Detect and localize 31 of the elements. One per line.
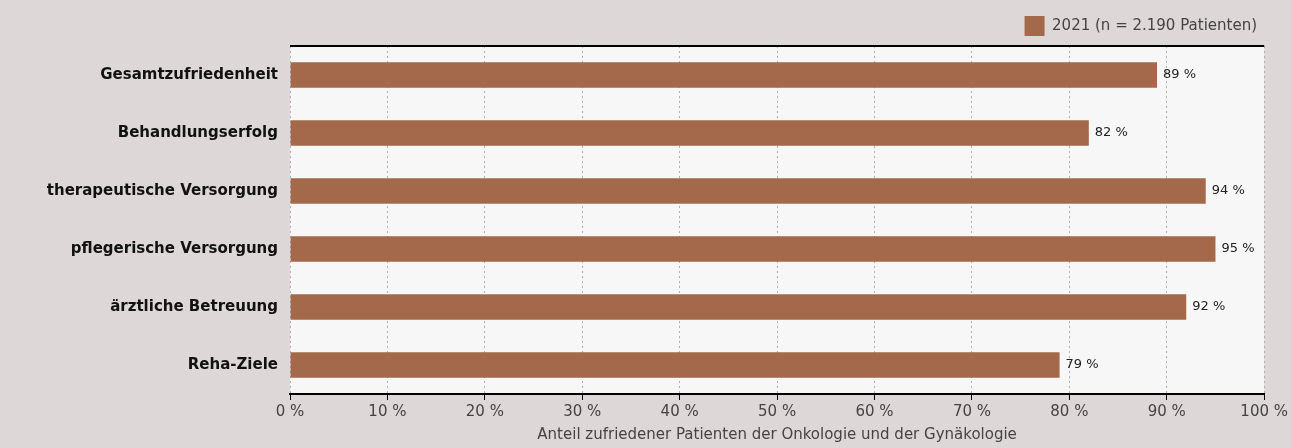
y-tick-label: Behandlungserfolg bbox=[117, 122, 278, 141]
bar bbox=[290, 62, 1158, 88]
legend-label: 2021 (n = 2.190 Patienten) bbox=[1052, 15, 1258, 34]
x-tick-label: 50 % bbox=[758, 401, 797, 420]
bar bbox=[290, 178, 1206, 204]
x-tick-label: 80 % bbox=[1050, 401, 1089, 420]
x-tick-label: 30 % bbox=[563, 401, 602, 420]
x-tick-label: 70 % bbox=[952, 401, 991, 420]
x-tick-label: 60 % bbox=[855, 401, 894, 420]
x-tick-label: 20 % bbox=[465, 401, 504, 420]
x-tick-label: 90 % bbox=[1147, 401, 1186, 420]
data-label: 92 % bbox=[1192, 298, 1226, 314]
x-tick-label: 0 % bbox=[275, 401, 305, 420]
data-label: 95 % bbox=[1221, 240, 1255, 256]
y-tick-label: ärztliche Betreuung bbox=[110, 296, 278, 315]
y-tick-label: therapeutische Versorgung bbox=[46, 180, 278, 199]
bar bbox=[290, 352, 1060, 378]
data-label: 89 % bbox=[1163, 66, 1197, 82]
x-tick-label: 40 % bbox=[660, 401, 699, 420]
bar bbox=[290, 120, 1089, 146]
y-tick-label: pflegerische Versorgung bbox=[70, 238, 278, 257]
data-label: 94 % bbox=[1211, 182, 1245, 198]
data-label: 79 % bbox=[1065, 356, 1099, 372]
data-label: 82 % bbox=[1094, 124, 1128, 140]
y-tick-label: Gesamtzufriedenheit bbox=[100, 64, 278, 83]
bar bbox=[290, 294, 1187, 320]
x-axis-title: Anteil zufriedener Patienten der Onkologie und der Gynäkologie bbox=[537, 424, 1017, 443]
x-tick-label: 100 % bbox=[1240, 401, 1288, 420]
bar bbox=[290, 236, 1216, 262]
x-tick-label: 10 % bbox=[368, 401, 407, 420]
y-tick-label: Reha-Ziele bbox=[187, 354, 278, 373]
